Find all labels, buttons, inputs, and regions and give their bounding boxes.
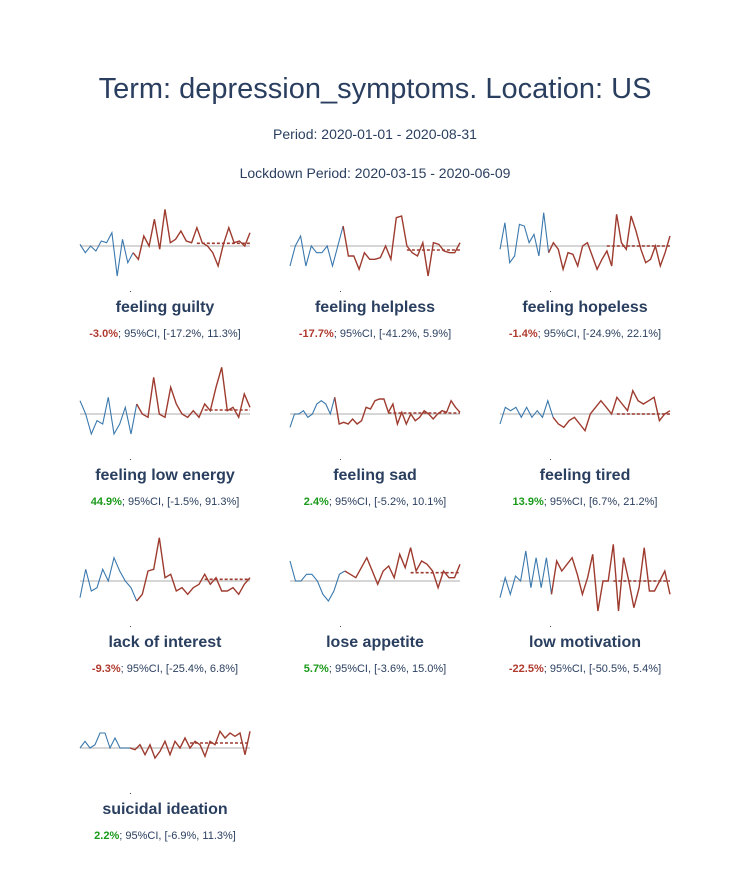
confidence-interval: ; 95%CI, [-17.2%, 11.3%] [118,328,241,340]
confidence-interval: ; 95%CI, [6.7%, 21.2%] [543,496,658,508]
change-percent: -22.5% [508,663,544,675]
confidence-interval: ; 95%CI, [-5.2%, 10.1%] [328,496,447,508]
chart-title: lose appetite [326,634,424,651]
chart-title: feeling guilty [115,299,215,316]
lockdown-series [342,215,461,277]
x-tick [130,793,131,794]
line-chart [499,212,671,292]
lockdown-series [136,367,251,420]
confidence-interval: ; 95%CI, [-41.2%, 5.9%] [333,328,452,340]
x-tick [550,626,551,627]
confidence-interval: ; 95%CI, [-50.5%, 5.4%] [543,663,662,675]
pre-lockdown-series [79,732,130,750]
line-chart [289,397,461,460]
change-percent: -3.0% [89,328,119,340]
lockdown-series [129,729,251,760]
confidence-interval: ; 95%CI, [-25.4%, 6.8%] [120,663,239,675]
line-chart [289,215,461,292]
pre-lockdown-series [289,225,344,269]
chart-title: feeling tired [539,467,631,484]
change-statistic: 2.4%; 95%CI, [-5.2%, 10.1%] [280,495,470,509]
confidence-interval: ; 95%CI, [-1.5%, 91.3%] [121,496,240,508]
confidence-interval: ; 95%CI, [-24.9%, 22.1%] [537,328,662,340]
x-tick [340,459,341,460]
change-statistic: -1.4%; 95%CI, [-24.9%, 22.1%] [490,327,680,341]
x-tick [130,626,131,627]
change-statistic: 5.7%; 95%CI, [-3.6%, 15.0%] [280,662,470,676]
change-statistic: -22.5%; 95%CI, [-50.5%, 5.4%] [490,662,680,676]
chart-title: feeling helpless [314,299,436,316]
change-statistic: 2.2%; 95%CI, [-6.9%, 11.3%] [70,829,260,843]
pre-lockdown-series [499,212,550,265]
line-chart [499,544,671,627]
pre-lockdown-series [289,397,336,428]
x-tick [550,291,551,292]
lockdown-series [547,214,671,273]
pre-lockdown-series [79,555,138,602]
change-percent: 2.2% [94,830,120,842]
line-chart [79,729,251,794]
confidence-interval: ; 95%CI, [-3.6%, 15.0%] [328,663,447,675]
line-chart [79,367,251,460]
x-tick [130,459,131,460]
pre-lockdown-series [499,398,554,425]
change-percent: -17.7% [298,328,334,340]
change-percent: 44.9% [90,496,122,508]
change-statistic: -9.3%; 95%CI, [-25.4%, 6.8%] [70,662,260,676]
change-percent: -1.4% [508,328,538,340]
pre-lockdown-series [499,550,553,598]
lockdown-series [132,209,251,269]
x-tick [340,291,341,292]
x-tick [550,459,551,460]
period-subtitle: Period: 2020-01-01 - 2020-08-31 [273,126,477,142]
line-chart [79,209,251,292]
chart-title: suicidal ideation [102,801,228,818]
lockdown-series [136,537,251,602]
chart-title: low motivation [529,634,641,651]
lockdown-series [550,544,671,612]
change-statistic: -3.0%; 95%CI, [-17.2%, 11.3%] [70,327,260,341]
lockdown-series [552,388,671,433]
chart-title: feeling hopeless [522,299,648,316]
lockdown-subtitle: Lockdown Period: 2020-03-15 - 2020-06-09 [239,165,511,181]
change-statistic: 13.9%; 95%CI, [6.7%, 21.2%] [490,495,680,509]
page-title: Term: depression_symptoms. Location: US [98,73,652,105]
change-percent: 5.7% [303,663,329,675]
line-chart [289,547,461,627]
x-tick [130,291,131,292]
pre-lockdown-series [289,560,346,602]
x-tick [340,626,341,627]
chart-title: feeling low energy [95,467,235,484]
pre-lockdown-series [79,397,138,436]
lockdown-series [334,397,461,427]
lockdown-series [344,547,461,590]
chart-title: lack of interest [108,634,222,651]
change-percent: 2.4% [303,496,329,508]
pre-lockdown-series [79,230,134,277]
line-chart [79,537,251,627]
change-statistic: -17.7%; 95%CI, [-41.2%, 5.9%] [280,327,470,341]
chart-title: feeling sad [333,467,417,484]
change-percent: -9.3% [91,663,121,675]
change-percent: 13.9% [512,496,544,508]
confidence-interval: ; 95%CI, [-6.9%, 11.3%] [119,830,236,842]
line-chart [499,388,671,460]
change-statistic: 44.9%; 95%CI, [-1.5%, 91.3%] [70,495,260,509]
